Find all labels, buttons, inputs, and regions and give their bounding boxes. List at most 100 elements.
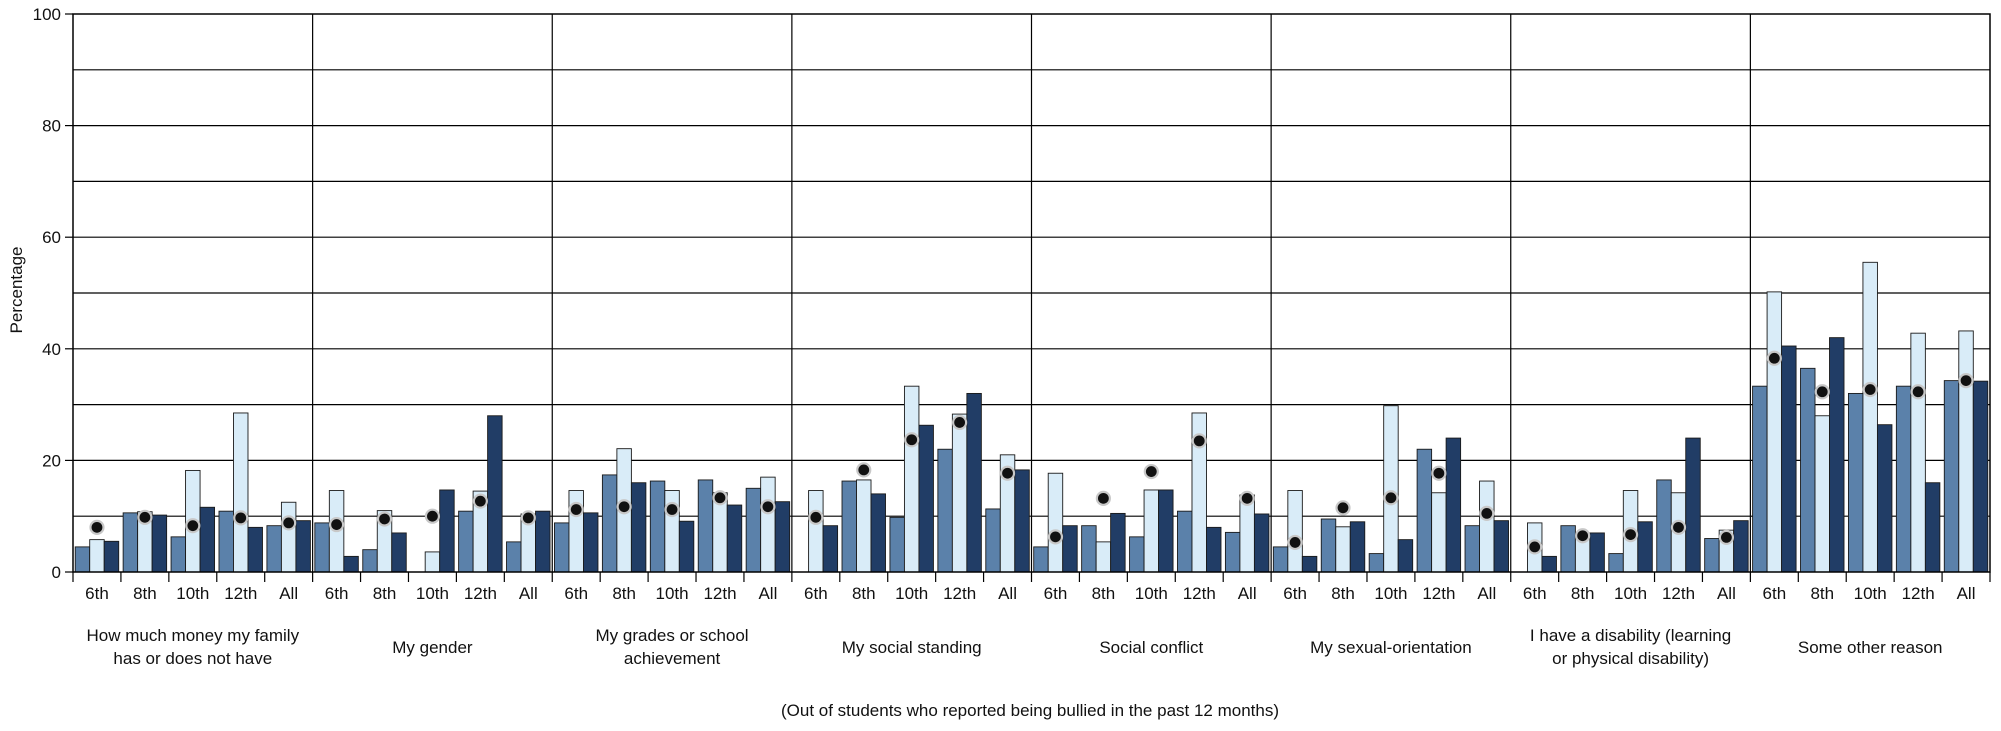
- group-label: My gender: [392, 638, 473, 657]
- bar: [1972, 380, 1989, 573]
- dot-marker: [1431, 465, 1447, 481]
- dot-marker: [137, 509, 153, 525]
- bar: [506, 541, 522, 573]
- bar: [678, 520, 695, 573]
- bar: [745, 487, 762, 573]
- dot-marker: [233, 510, 249, 526]
- x-tick-label: 6th: [564, 584, 588, 603]
- bar: [808, 490, 824, 573]
- x-tick-label: 12th: [224, 584, 257, 603]
- bar: [1253, 513, 1270, 573]
- bar: [1033, 546, 1049, 573]
- x-tick-label: 6th: [1763, 584, 1787, 603]
- dot-marker: [712, 490, 728, 506]
- y-tick-label: 20: [42, 451, 61, 470]
- bar: [1958, 330, 1974, 573]
- bar: [266, 525, 282, 573]
- dot-marker: [281, 515, 297, 531]
- dot-marker: [904, 432, 920, 448]
- group-label: or physical disability): [1552, 649, 1709, 668]
- bar: [74, 546, 91, 573]
- dot-marker: [1287, 534, 1303, 551]
- dot-marker: [616, 499, 632, 515]
- bar: [1110, 512, 1126, 573]
- bar: [760, 476, 776, 573]
- dot-marker: [1862, 381, 1878, 398]
- x-tick-label: All: [1477, 584, 1496, 603]
- bar: [985, 508, 1001, 573]
- dot-marker: [999, 465, 1016, 481]
- y-tick-label: 0: [52, 563, 61, 582]
- group-label: achievement: [624, 649, 721, 668]
- dot-marker: [760, 499, 776, 515]
- x-tick-label: 10th: [895, 584, 928, 603]
- bar: [1301, 555, 1318, 573]
- bar: [122, 512, 139, 573]
- bar: [918, 424, 934, 573]
- x-tick-label: 8th: [373, 584, 397, 603]
- bar: [966, 392, 982, 573]
- bar: [903, 385, 920, 573]
- group-label: Some other reason: [1798, 638, 1943, 657]
- bar: [856, 479, 872, 573]
- group-label: My grades or school: [596, 626, 749, 645]
- bar: [1752, 385, 1768, 573]
- bar: [937, 448, 953, 573]
- x-tick-label: 6th: [804, 584, 828, 603]
- bar: [1272, 546, 1289, 573]
- x-tick-label: 10th: [1374, 584, 1407, 603]
- dot-marker: [328, 516, 345, 533]
- y-tick-label: 40: [42, 340, 61, 359]
- bar: [295, 520, 311, 573]
- dot-marker: [89, 519, 105, 535]
- dot-marker: [568, 501, 584, 518]
- x-tick-label: 8th: [852, 584, 876, 603]
- dots: [89, 350, 1974, 555]
- x-tick-label: 12th: [464, 584, 497, 603]
- bar: [391, 532, 407, 573]
- bar: [170, 536, 187, 573]
- bar: [1224, 531, 1241, 573]
- x-tick-label: 12th: [1183, 584, 1216, 603]
- x-tick-label: 8th: [1331, 584, 1355, 603]
- bar: [1095, 541, 1112, 573]
- dot-marker: [1383, 490, 1399, 506]
- dot-marker: [472, 493, 488, 509]
- bar: [1814, 415, 1830, 573]
- dot-marker: [856, 462, 872, 478]
- bar: [1608, 553, 1624, 573]
- x-tick-label: 6th: [85, 584, 109, 603]
- x-tick-label: 10th: [656, 584, 689, 603]
- bar: [1479, 480, 1495, 573]
- bar: [1829, 337, 1845, 573]
- gridlines: [73, 14, 1990, 572]
- group-label: My social standing: [842, 638, 982, 657]
- x-tick-label: All: [519, 584, 538, 603]
- bar: [1541, 555, 1557, 573]
- x-tick-labels: 6th 8th 10th 12th All 6th 8th 10th 12th All 6th 8th…: [85, 584, 1975, 603]
- y-tick-labels: 0 20 40 60 80 100: [33, 5, 61, 582]
- x-tick-label: 6th: [1283, 584, 1307, 603]
- bar: [1656, 479, 1672, 573]
- bar: [247, 526, 263, 573]
- x-tick-label: 10th: [176, 584, 209, 603]
- bar: [1895, 385, 1912, 573]
- bar: [697, 479, 714, 573]
- x-tick-label: All: [1957, 584, 1976, 603]
- bar: [774, 501, 791, 573]
- group-label: My sexual-orientation: [1310, 638, 1472, 657]
- bar: [233, 412, 249, 573]
- group-label: I have a disability (learning: [1530, 626, 1731, 645]
- bar: [343, 555, 359, 573]
- bar: [1397, 539, 1414, 573]
- bar: [841, 480, 857, 573]
- bar: [1704, 538, 1720, 573]
- dot-marker: [1143, 463, 1159, 480]
- dot-marker: [1527, 539, 1543, 555]
- dot-marker: [1910, 384, 1926, 400]
- dot-marker: [1670, 519, 1687, 535]
- x-tick-label: 8th: [1092, 584, 1116, 603]
- bar: [1014, 469, 1030, 573]
- bar: [1445, 437, 1462, 573]
- dot-marker: [1047, 529, 1064, 545]
